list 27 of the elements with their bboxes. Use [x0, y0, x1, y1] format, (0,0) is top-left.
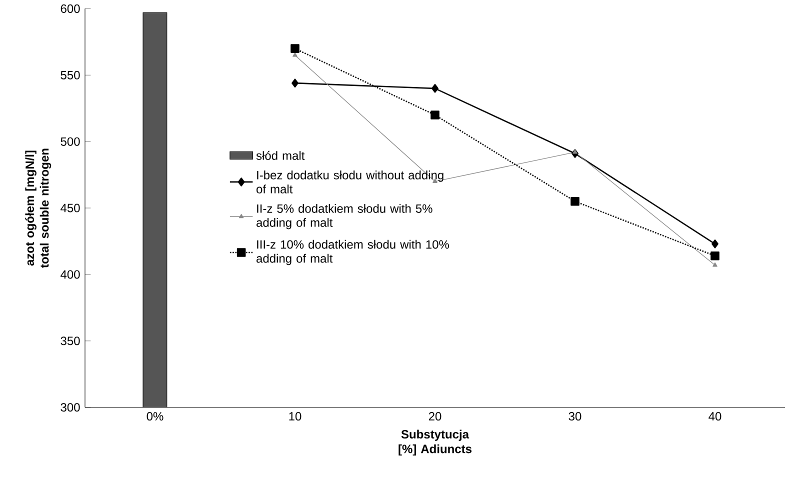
y-tick-label: 550 [60, 70, 80, 80]
point [570, 196, 580, 206]
point [712, 262, 718, 267]
x-tick-label: 40 [708, 412, 722, 420]
y-tick-label: 450 [60, 204, 80, 212]
legend-label: I-bez dodatku słodu without adding of malt [256, 170, 444, 194]
y-tick-label: 600 [60, 4, 80, 13]
y-tick-label: 500 [60, 137, 80, 146]
y-axis-title: azot ogółem [mgN/l] total souble nitrogen [25, 148, 52, 268]
x-axis-title: Substytucja [%] Adiuncts [398, 430, 472, 456]
point [292, 78, 298, 88]
y-tick-label: 350 [60, 336, 80, 345]
point [710, 251, 720, 260]
x-tick-label: 0% [146, 412, 164, 420]
legend-label: III-z 10% dodatkiem słodu with 10% adding of malt [256, 240, 449, 265]
point [432, 84, 438, 93]
legend-label: słód malt [256, 150, 305, 160]
point [430, 110, 440, 120]
point [712, 239, 718, 248]
legend-label: II-z 5% dodatkiem słodu with 5% adding of malt [256, 204, 432, 230]
point [572, 149, 578, 154]
y-tick-label: 300 [60, 402, 80, 412]
x-tick-label: 20 [428, 412, 442, 420]
y-tick-label: 400 [60, 270, 80, 279]
x-tick-label: 10 [289, 412, 302, 420]
x-tick-label: 30 [568, 412, 582, 420]
point [290, 44, 300, 53]
